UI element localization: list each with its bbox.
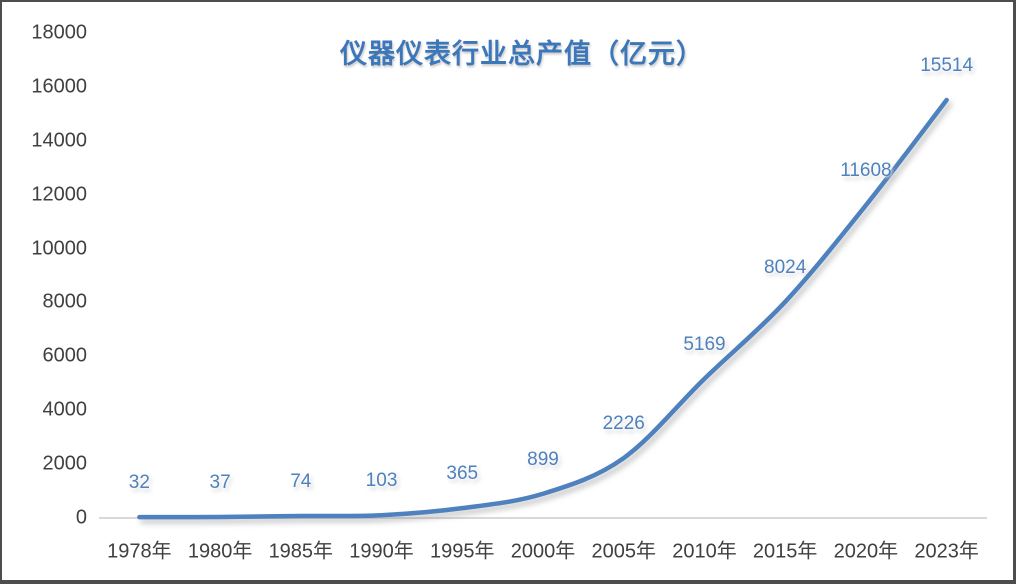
- data-label: 5169: [683, 333, 726, 355]
- chart-title: 仪器仪表行业总产值（亿元）: [340, 39, 704, 69]
- y-axis-tick-label: 16000: [31, 75, 87, 98]
- data-label: 37: [209, 472, 231, 493]
- x-axis-tick-label: 2005年: [591, 540, 656, 563]
- x-axis-tick-label: 1978年: [107, 540, 172, 563]
- x-axis-tick-label: 1995年: [430, 540, 495, 563]
- data-label: 32: [128, 472, 150, 494]
- x-axis-tick-label: 2015年: [752, 540, 818, 563]
- x-axis-tick-label: 2020年: [833, 540, 899, 563]
- data-label: 2226: [602, 413, 645, 435]
- y-axis-tick-label: 14000: [31, 129, 87, 152]
- y-axis-tick-label: 4000: [42, 398, 88, 421]
- y-axis-tick-label: 6000: [42, 344, 88, 367]
- x-axis-tick-label: 1980年: [187, 540, 253, 563]
- y-axis-tick-label: 12000: [31, 183, 87, 206]
- y-axis-tick-label: 8000: [42, 290, 88, 313]
- y-axis-tick-label: 2000: [42, 452, 88, 475]
- data-label: 103: [365, 470, 398, 492]
- data-label: 365: [446, 463, 479, 485]
- data-label: 11608: [840, 160, 892, 182]
- line-series: [137, 97, 949, 520]
- x-axis-tick-label: 1985年: [268, 540, 334, 563]
- x-axis-tick-label: 2000年: [510, 540, 576, 563]
- x-axis-tick-label: 2023年: [914, 540, 979, 563]
- x-axis-tick-label: 2010年: [672, 540, 737, 563]
- x-axis-tick-label: 1990年: [349, 540, 414, 563]
- data-label: 8024: [764, 256, 807, 278]
- y-axis-tick-label: 10000: [31, 237, 87, 260]
- y-axis-tick-label: 18000: [31, 21, 87, 44]
- data-label: 74: [290, 471, 312, 492]
- y-axis-tick-label: 0: [75, 506, 87, 529]
- data-label: 899: [527, 448, 559, 470]
- data-label: 15514: [920, 54, 974, 76]
